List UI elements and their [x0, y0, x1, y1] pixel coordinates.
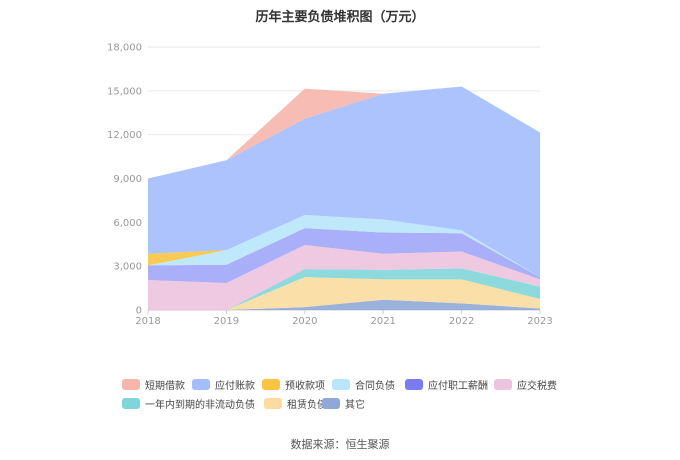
legend-label: 应付账款 — [215, 380, 255, 392]
axes: 0 3,000 6,000 9,000 12,000 15,000 18,000 2018 20… — [107, 43, 553, 328]
legend-label: 应交税费 — [517, 380, 557, 392]
x-tick-label: 2021 — [370, 316, 395, 327]
area-合同负债 — [148, 215, 540, 278]
x-tick-label: 2022 — [449, 316, 474, 327]
legend-item[interactable]: 应付账款 — [192, 377, 255, 392]
legend-item[interactable]: 应交税费 — [494, 377, 557, 392]
legend-label: 应付职工薪酬 — [428, 380, 488, 392]
legend-swatch — [494, 378, 512, 390]
y-tick-label: 15,000 — [107, 86, 142, 97]
legend-item[interactable]: 应付职工薪酬 — [405, 377, 488, 392]
legend-swatch — [322, 397, 340, 409]
y-tick-label: 3,000 — [113, 262, 142, 273]
legend-label: 其它 — [345, 399, 365, 411]
data-source-note: 数据来源：恒生聚源 — [290, 438, 390, 451]
y-tick-label: 6,000 — [113, 218, 142, 229]
legend-label: 短期借款 — [145, 380, 185, 392]
area-应付职工薪酬 — [148, 228, 540, 283]
area-其它 — [148, 299, 540, 310]
legend-swatch — [122, 397, 140, 409]
legend-swatch — [405, 378, 423, 390]
legend-label: 合同负债 — [355, 380, 395, 392]
legend-label: 预收款项 — [285, 380, 325, 392]
chart-title: 历年主要负债堆积图（万元） — [255, 10, 425, 25]
area-一年内到期的非流动负债 — [148, 268, 540, 310]
legend-item[interactable]: 其它 — [322, 396, 365, 411]
y-tick-label: 18,000 — [107, 43, 142, 54]
area-租赁负债 — [148, 277, 540, 310]
legend-swatch — [332, 378, 350, 390]
x-tick-label: 2020 — [292, 316, 317, 327]
legend-swatch — [262, 378, 280, 390]
legend-item[interactable]: 预收款项 — [262, 377, 325, 392]
legend-item[interactable]: 短期借款 — [122, 377, 185, 392]
legend-label: 一年内到期的非流动负债 — [145, 399, 255, 411]
area-应付账款 — [148, 86, 540, 278]
stacked-area-chart: 0 3,000 6,000 9,000 12,000 15,000 18,000 2018 20… — [107, 43, 553, 328]
y-tick-label: 0 — [136, 306, 142, 317]
x-tick-label: 2018 — [135, 316, 160, 327]
area-应交税费 — [148, 244, 540, 310]
area-短期借款 — [148, 86, 540, 179]
x-tick-label: 2023 — [527, 316, 552, 327]
y-tick-label: 9,000 — [113, 174, 142, 185]
legend-swatch — [122, 378, 140, 390]
legend-item[interactable]: 合同负债 — [332, 377, 395, 392]
area-series — [148, 86, 540, 310]
legend-swatch — [192, 378, 210, 390]
legend-item[interactable]: 租赁负债 — [264, 396, 327, 411]
legend-swatch — [264, 397, 282, 409]
y-tick-label: 12,000 — [107, 130, 142, 141]
legend-item[interactable]: 一年内到期的非流动负债 — [122, 396, 255, 411]
x-tick-label: 2019 — [214, 316, 239, 327]
legend-label: 租赁负债 — [287, 399, 327, 411]
